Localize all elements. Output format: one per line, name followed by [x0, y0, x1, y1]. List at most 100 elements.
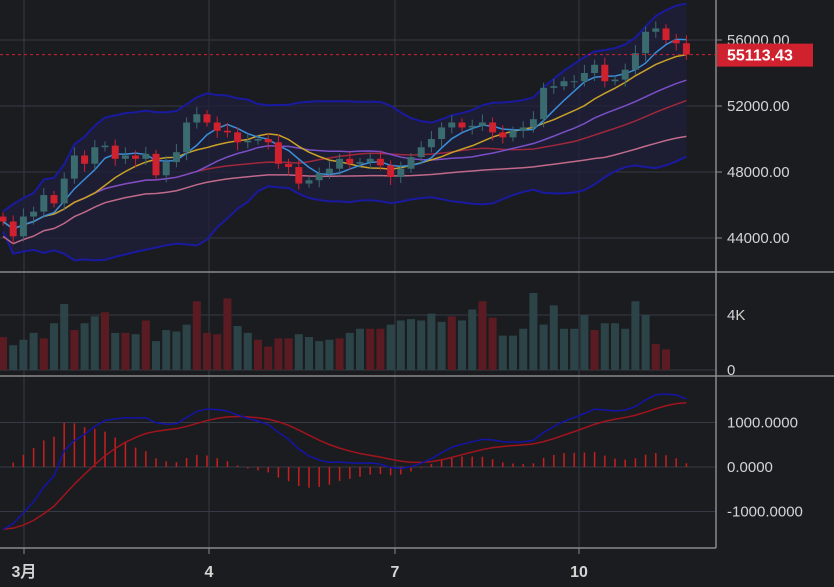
candle-body — [417, 147, 425, 158]
candle-body — [111, 145, 119, 159]
volume-bar — [305, 337, 313, 370]
volume-bar — [131, 334, 140, 370]
volume-bar — [50, 323, 58, 370]
candle-body — [285, 163, 293, 168]
candle-body — [234, 132, 242, 143]
volume-tick-label: 0 — [727, 362, 735, 379]
volume-bar — [539, 324, 548, 370]
volume-bar — [488, 317, 497, 370]
volume-bar — [182, 324, 191, 370]
ma60-line — [2, 135, 687, 245]
candle-body — [213, 122, 221, 131]
candle-body — [540, 87, 548, 120]
candle-body — [662, 28, 670, 40]
volume-bar — [651, 343, 660, 370]
volume-bar — [152, 341, 160, 370]
time-tick-label: 3月 — [12, 563, 37, 581]
candle-body — [682, 43, 690, 55]
candle-body — [458, 122, 466, 128]
candle-body — [601, 64, 609, 82]
candle-body — [468, 125, 476, 128]
volume-bar — [560, 328, 568, 370]
volume-bar — [549, 305, 558, 370]
candle-body — [529, 119, 537, 128]
volume-bar — [19, 339, 28, 370]
candle-body — [489, 122, 497, 133]
time-tick-label: 4 — [205, 564, 214, 581]
candle-body — [162, 162, 170, 176]
volume-bar — [570, 328, 579, 370]
candle-body — [580, 73, 588, 82]
volume-bar — [509, 335, 517, 370]
candle-body — [376, 158, 384, 166]
current-price-label: 55113.43 — [727, 48, 793, 65]
volume-bar — [141, 320, 150, 370]
ma10-line — [2, 53, 687, 230]
volume-bar — [498, 335, 507, 370]
volume-bar — [641, 315, 650, 370]
volume-bar — [386, 324, 395, 370]
volume-bar — [396, 320, 405, 370]
macd-tick-label: 1000.0000 — [727, 415, 798, 432]
volume-bar — [437, 321, 446, 370]
price-tick-label: 52000.00 — [727, 98, 790, 115]
candle-body — [50, 195, 58, 204]
volume-bar — [580, 315, 589, 370]
candle-body — [172, 152, 180, 163]
volume-bar — [274, 338, 283, 370]
price-tick-label: 44000.00 — [727, 230, 790, 247]
volume-bar — [29, 332, 38, 370]
volume-bar — [621, 328, 630, 370]
macd-signal-line — [2, 401, 687, 531]
candle-body — [274, 142, 282, 164]
volume-bar — [111, 332, 120, 370]
volume-bar — [325, 339, 334, 370]
time-tick-label: 7 — [391, 564, 400, 581]
volume-bar — [0, 337, 7, 370]
volume-bar — [407, 319, 415, 370]
volume-bar — [315, 341, 324, 370]
candle-body — [478, 122, 486, 126]
volume-bar — [121, 332, 130, 370]
volume-bar — [233, 326, 242, 370]
volume-bar — [172, 331, 181, 370]
ma20-line — [2, 79, 687, 230]
candle-body — [0, 216, 7, 222]
volume-bar — [60, 304, 69, 370]
volume-bar — [427, 313, 436, 370]
candle-body — [325, 168, 333, 174]
candle-body — [81, 155, 89, 164]
candle-body — [509, 130, 517, 138]
candle-body — [315, 173, 323, 181]
volume-bar — [611, 323, 619, 370]
volume-bar — [203, 332, 211, 370]
candle-body — [366, 158, 374, 163]
volume-bar — [162, 330, 171, 370]
volume-bar — [90, 316, 99, 370]
candle-body — [499, 132, 507, 138]
volume-bar — [264, 346, 273, 370]
volume-bar — [662, 349, 670, 370]
volume-bar — [223, 298, 232, 370]
volume-bar — [80, 323, 89, 370]
bollinger-upper-line — [2, 2, 687, 213]
volume-bar — [101, 312, 109, 370]
bollinger-band-fill — [3, 3, 687, 261]
candle-body — [254, 139, 262, 141]
volume-bar — [590, 330, 599, 370]
volume-bar — [417, 320, 426, 370]
volume-bar — [376, 328, 385, 370]
candle-body — [295, 167, 303, 184]
candle-body — [427, 139, 435, 148]
volume-bar — [447, 316, 456, 370]
volume-bar — [213, 334, 222, 370]
candle-body — [244, 140, 252, 143]
candle-body — [193, 114, 201, 123]
volume-bar — [294, 334, 303, 370]
candle-body — [142, 153, 150, 159]
candle-body — [60, 178, 68, 204]
volume-bar — [284, 338, 293, 370]
time-tick-label: 10 — [570, 564, 588, 581]
volume-bar — [600, 323, 609, 370]
